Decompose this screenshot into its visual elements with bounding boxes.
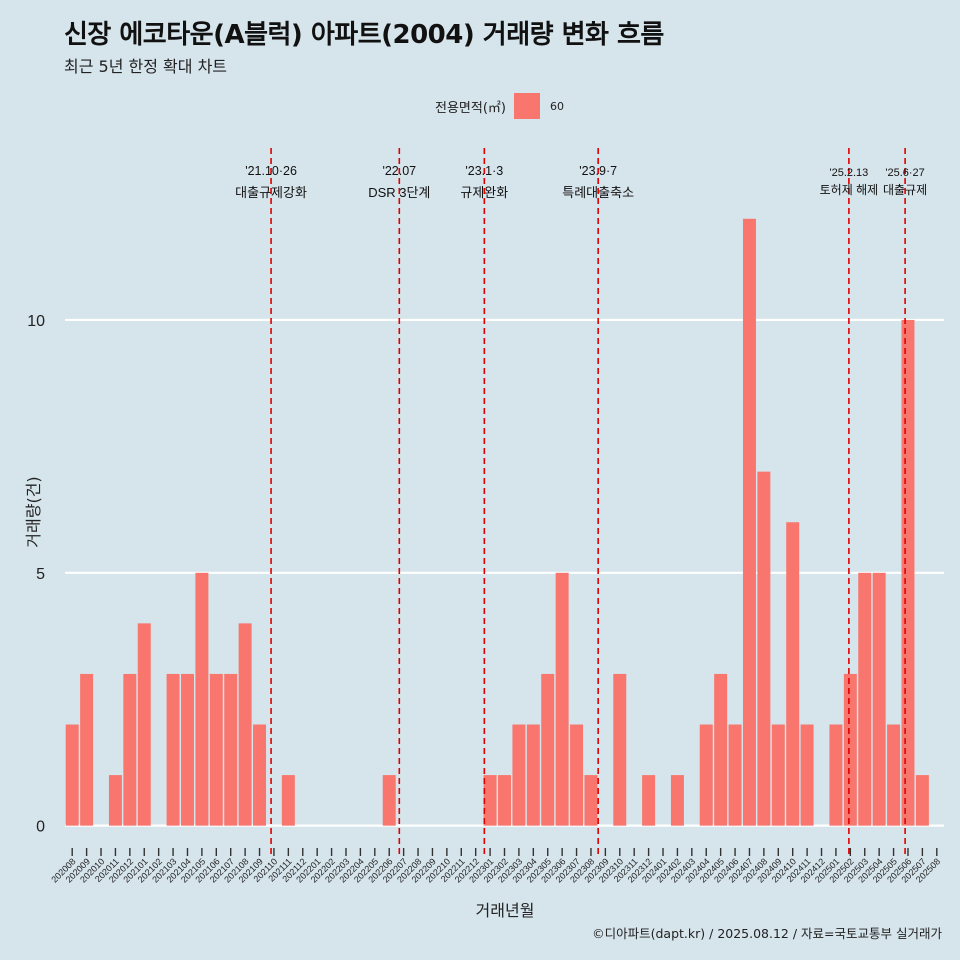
- y-axis-label: 거래량(건): [24, 476, 43, 548]
- bar: [195, 572, 209, 826]
- bar: [498, 775, 511, 826]
- bar: [843, 673, 857, 826]
- bar: [670, 775, 684, 826]
- event-label: 대출규제강화: [235, 185, 307, 200]
- bar: [901, 319, 915, 826]
- bar: [829, 724, 843, 826]
- bar: [123, 673, 137, 826]
- source-caption: ©디아파트(dapt.kr) / 2025.08.12 / 자료=국토교통부 실…: [592, 926, 942, 941]
- bar: [224, 673, 238, 826]
- legend: 전용면적(㎡) 60: [435, 93, 564, 119]
- bar: [714, 673, 728, 826]
- x-axis-label: 거래년월: [475, 901, 535, 920]
- event-label: 규제완화: [460, 185, 508, 200]
- y-tick-label: 10: [27, 313, 45, 330]
- event-date-label: '23.9·7: [579, 164, 617, 178]
- bar: [584, 775, 598, 826]
- bar: [209, 673, 223, 826]
- bar: [180, 673, 194, 826]
- event-date-label: '25.6·27: [885, 167, 924, 179]
- bar: [512, 724, 526, 826]
- event-label: 토허제 해제: [820, 183, 879, 197]
- bar: [65, 724, 79, 826]
- bar: [887, 724, 901, 826]
- bar: [915, 775, 929, 826]
- event-date-label: '21.10·26: [245, 164, 297, 178]
- bar: [238, 623, 252, 826]
- bar: [757, 471, 771, 826]
- chart-subtitle: 최근 5년 한정 확대 차트: [64, 57, 228, 76]
- y-tick-label: 0: [36, 819, 45, 836]
- chart-title: 신장 에코타운(A블럭) 아파트(2004) 거래량 변화 흐름: [64, 20, 664, 50]
- legend-swatch: [513, 93, 540, 119]
- bar: [872, 572, 886, 826]
- event-date-label: '22.07: [382, 164, 416, 178]
- legend-title: 전용면적(㎡): [435, 100, 506, 116]
- bar: [786, 522, 800, 826]
- bar: [483, 775, 497, 826]
- bar: [281, 775, 295, 826]
- bar: [699, 724, 713, 826]
- event-label: 대출규제: [883, 183, 927, 197]
- bar: [613, 673, 627, 826]
- bar: [555, 572, 569, 826]
- bar: [526, 724, 540, 826]
- bar: [541, 673, 555, 826]
- event-label: 특례대출축소: [562, 185, 634, 200]
- bar: [137, 623, 151, 826]
- y-tick-label: 5: [36, 566, 45, 583]
- event-date-label: '23.1·3: [465, 164, 503, 178]
- bar: [382, 775, 396, 826]
- event-date-label: '25.2.13: [829, 167, 868, 179]
- bar: [80, 673, 94, 826]
- bar: [771, 724, 785, 826]
- legend-entry: 60: [549, 99, 564, 113]
- bar: [166, 673, 180, 826]
- event-label: DSR 3단계: [368, 185, 430, 200]
- bar: [728, 724, 742, 826]
- bar: [253, 724, 267, 826]
- bar: [742, 218, 756, 826]
- bar: [858, 572, 872, 826]
- bar: [570, 724, 584, 826]
- bar: [800, 724, 814, 826]
- bar: [642, 775, 656, 826]
- bar: [108, 775, 122, 826]
